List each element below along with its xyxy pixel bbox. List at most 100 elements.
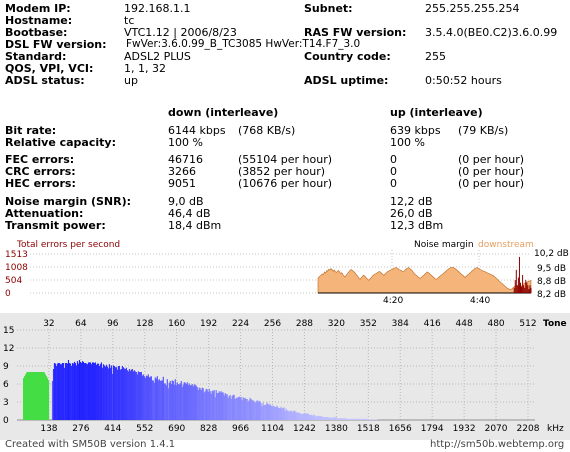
subnet-label: Subnet: xyxy=(304,2,353,15)
tone-bar xyxy=(313,414,315,420)
tone-bar xyxy=(152,380,154,420)
tone-bar xyxy=(247,401,249,420)
tone-bar xyxy=(106,366,108,420)
tone-bar xyxy=(301,414,303,420)
tone-bar xyxy=(334,417,336,420)
bits-y-tick: 0 xyxy=(3,416,9,426)
tone-bar xyxy=(219,392,221,420)
tone-bar xyxy=(277,407,279,420)
tone-bar xyxy=(101,367,103,420)
tone-bar xyxy=(191,384,193,420)
tone-bar xyxy=(85,363,88,420)
khz-tick: 1932 xyxy=(453,424,476,434)
tone-bar xyxy=(206,389,208,420)
tone-bar xyxy=(146,376,148,420)
err-y-tick: 1513 xyxy=(5,250,28,260)
tone-bar xyxy=(105,364,107,420)
snr-y-tick: 8,8 dB xyxy=(537,277,566,287)
tone-bar xyxy=(47,380,50,420)
tone-bar xyxy=(243,398,245,420)
tone-bar xyxy=(156,376,158,420)
tone-bar xyxy=(117,366,119,420)
tone-bar xyxy=(222,392,224,420)
tone-bar xyxy=(202,388,204,420)
tone-bar xyxy=(86,364,89,420)
tone-bar xyxy=(340,418,342,420)
tone-bar xyxy=(374,419,376,420)
tone-bar xyxy=(221,392,223,420)
khz-tick: 1794 xyxy=(421,424,444,434)
stats-label: Relative capacity: xyxy=(5,136,116,149)
tone-bar xyxy=(112,365,114,420)
tone-bar xyxy=(333,417,335,420)
tone-bar xyxy=(32,372,35,420)
tone-bar xyxy=(234,399,236,420)
tone-bar xyxy=(75,365,78,420)
tone-bar xyxy=(274,406,276,420)
tone-tick: 512 xyxy=(519,319,536,329)
down-header: down (interleave) xyxy=(168,106,279,119)
tone-bar xyxy=(271,406,273,420)
tone-bar xyxy=(84,363,87,420)
tone-tick: 224 xyxy=(232,319,249,329)
tone-bar xyxy=(92,362,94,420)
stats-label: FEC errors: xyxy=(5,153,75,166)
tone-bar xyxy=(177,384,179,420)
tone-bar xyxy=(349,418,351,420)
tone-bar xyxy=(360,418,362,420)
stats-down: 100 % xyxy=(168,136,203,149)
tone-bar xyxy=(257,401,259,420)
tone-bar xyxy=(199,388,201,420)
tone-bar xyxy=(59,364,62,420)
tone-bar xyxy=(366,418,368,420)
tone-bar xyxy=(238,396,240,420)
bits-y-tick: 3 xyxy=(3,398,9,408)
tone-bar xyxy=(220,391,222,420)
tone-bar xyxy=(24,374,27,420)
tone-bar xyxy=(55,366,58,420)
tone-bar xyxy=(352,418,354,420)
tone-bar xyxy=(98,366,100,420)
tone-bar xyxy=(236,397,238,420)
tone-bar xyxy=(231,396,233,420)
tone-bar xyxy=(358,418,360,420)
tone-bar xyxy=(373,419,375,420)
tone-bar xyxy=(297,412,299,420)
tone-bar xyxy=(211,390,213,420)
stats-label: Bit rate: xyxy=(5,124,57,137)
stats-up: 26,0 dB xyxy=(390,207,433,220)
stats-up: 0 xyxy=(390,177,397,190)
tone-bar xyxy=(60,364,63,420)
tone-bar xyxy=(204,391,206,420)
tone-bar xyxy=(251,400,253,420)
tone-bar xyxy=(259,401,261,420)
tone-bar xyxy=(197,390,199,420)
tone-bar xyxy=(267,403,269,420)
tone-bar xyxy=(162,376,164,420)
khz-tick: 1656 xyxy=(389,424,412,434)
tone-bar xyxy=(265,404,267,420)
tone-bar xyxy=(319,416,321,420)
tone-bar xyxy=(216,393,218,420)
khz-tick: 2070 xyxy=(485,424,508,434)
tone-bar xyxy=(122,367,124,420)
tone-bar xyxy=(45,376,48,420)
tone-bar xyxy=(272,405,274,420)
tone-tick: 32 xyxy=(43,319,54,329)
tone-bar xyxy=(338,418,340,420)
tone-bar xyxy=(79,361,82,420)
tone-bar xyxy=(89,362,92,420)
tone-bar xyxy=(99,364,101,420)
tone-bar xyxy=(61,363,64,420)
tone-bar xyxy=(318,415,320,420)
tone-bar xyxy=(69,363,72,420)
tone-bar xyxy=(291,411,293,420)
tone-bar xyxy=(108,364,110,420)
stats-down-extra: (3852 per hour) xyxy=(238,165,326,178)
tone-bar xyxy=(368,419,370,420)
tone-tick: 352 xyxy=(360,319,377,329)
tone-bar xyxy=(132,371,134,420)
tone-bar xyxy=(205,388,207,420)
tone-bar xyxy=(294,411,296,420)
